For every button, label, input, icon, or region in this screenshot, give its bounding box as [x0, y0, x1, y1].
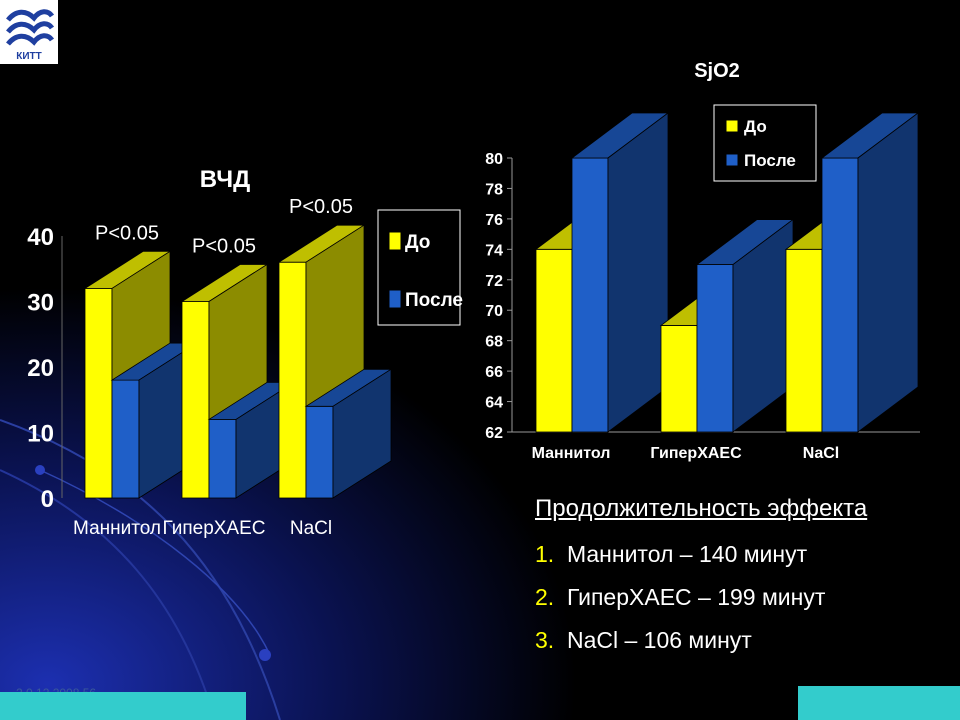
legend-label: После [744, 151, 796, 170]
bar-после-2-side [857, 112, 919, 433]
bar-после-2 [304, 368, 393, 499]
logo-emblem-icon [6, 9, 54, 46]
y-tick-label: 40 [27, 224, 54, 251]
y-tick-label: 72 [485, 273, 503, 290]
summary-title: Продолжительность эффекта [535, 495, 868, 522]
bar-до-1-front [181, 301, 210, 499]
effect-duration-summary: Продолжительность эффекта 1. Маннитол – … [535, 495, 945, 670]
bar-после-0 [570, 112, 670, 433]
bar-до-2-front [785, 248, 823, 433]
x-tick-label: NaCl [803, 445, 839, 462]
p-value-annotation: P<0.05 [289, 196, 353, 218]
icp-chart: ВЧД 0 10 20 30 40 Маннитол P<0.05 ГиперХАЕС P<0.0… [27, 166, 463, 539]
y-tick-label: 10 [27, 421, 54, 448]
summary-item: 1. Маннитол – 140 минут [535, 541, 945, 568]
bar-до-2-front [278, 261, 307, 499]
y-tick-label: 0 [41, 486, 54, 513]
footer-bar-left [0, 692, 246, 720]
bar-после-2 [820, 112, 920, 433]
item-text: NaCl – 106 минут [566, 627, 752, 653]
logo-text: КИТТ [16, 51, 42, 62]
bar-до-1-front [660, 325, 698, 433]
x-tick-label: ГиперХАЕС [163, 518, 266, 539]
y-tick-label: 76 [485, 212, 503, 229]
bar-после-2-side [332, 368, 392, 499]
chart-title: ВЧД [200, 166, 250, 193]
item-number: 1. [535, 541, 555, 567]
bar-после-2-front [821, 157, 859, 433]
y-tick-label: 62 [485, 425, 503, 442]
y-tick-label: 80 [485, 151, 503, 168]
y-tick-label: 70 [485, 303, 503, 320]
footer-bar-right [798, 686, 960, 720]
sjo2-chart: SjO2 62 64 66 68 70 72 74 76 78 80 Маннитол ГиперХАЕ… [485, 60, 920, 462]
y-tick-label: 66 [485, 364, 503, 381]
y-tick-label: 30 [27, 290, 54, 317]
x-tick-label: NaCl [290, 518, 332, 539]
x-tick-label: ГиперХАЕС [650, 445, 742, 462]
legend-swatch [388, 231, 402, 251]
bar-до-0-front [535, 248, 573, 433]
y-tick-label: 68 [485, 334, 503, 351]
legend-label: До [405, 232, 430, 253]
item-text: ГиперХАЕС – 199 минут [566, 584, 826, 610]
legend-swatch [388, 289, 402, 309]
legend-swatch [725, 119, 739, 133]
item-number: 2. [535, 584, 555, 610]
item-text: Маннитол – 140 минут [566, 541, 808, 567]
y-tick-label: 20 [27, 355, 54, 382]
logo: КИТТ [0, 0, 58, 64]
summary-item: 2. ГиперХАЕС – 199 минут [535, 584, 945, 611]
item-number: 3. [535, 627, 555, 653]
legend-label: До [744, 117, 767, 136]
y-tick-label: 78 [485, 181, 503, 198]
bar-после-1-front [208, 418, 237, 499]
p-value-annotation: P<0.05 [192, 236, 256, 258]
bar-после-1-front [696, 264, 734, 433]
y-tick-label: 64 [485, 395, 503, 412]
summary-item: 3. NaCl – 106 минут [535, 627, 945, 654]
bar-после-2-front [305, 405, 334, 499]
chart-title: SjO2 [694, 60, 740, 82]
legend: До После [713, 104, 817, 182]
legend-swatch [725, 153, 739, 167]
y-tick-label: 74 [485, 242, 503, 259]
legend: До После [377, 209, 463, 326]
bar-после-1 [695, 218, 795, 433]
bar-после-0-front [111, 379, 140, 499]
legend-box [713, 104, 817, 182]
bar-до-0-front [84, 287, 113, 499]
x-tick-label: Маннитол [532, 445, 611, 462]
p-value-annotation: P<0.05 [95, 222, 159, 244]
bar-после-0-front [571, 157, 609, 433]
bar-после-0-side [607, 112, 669, 433]
legend-label: После [405, 290, 463, 311]
x-tick-label: Маннитол [73, 518, 161, 539]
